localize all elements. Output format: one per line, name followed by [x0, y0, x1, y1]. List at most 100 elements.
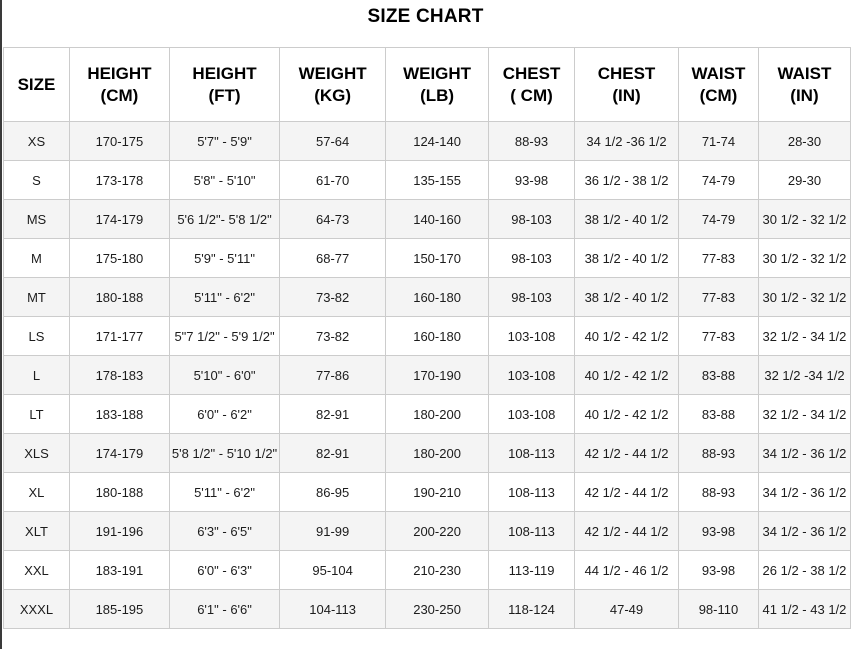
- cell-height-cm: 174-179: [68, 199, 170, 239]
- column-header-line: HEIGHT: [87, 64, 152, 84]
- cell-chest-cm: 103-108: [488, 316, 576, 356]
- cell-weight-lb: 150-170: [385, 238, 490, 278]
- table-row: XXL 183-191 6'0" - 6'3" 95-104 210-230 113-11…: [3, 550, 851, 590]
- cell-weight-kg: 61-70: [279, 160, 387, 200]
- cell-waist-in: 26 1/2 - 38 1/2: [757, 550, 851, 590]
- size-cell: M: [3, 238, 70, 278]
- cell-weight-kg: 95-104: [279, 550, 387, 590]
- cell-waist-in: 30 1/2 - 32 1/2: [757, 238, 851, 278]
- column-header-waist-cm: WAIST (CM): [677, 47, 759, 122]
- table-row: XXXL 185-195 6'1" - 6'6" 104-113 230-250 118-…: [3, 589, 851, 629]
- cell-weight-lb: 124-140: [385, 121, 490, 161]
- column-header-size: SIZE: [3, 47, 70, 122]
- cell-waist-cm: 77-83: [677, 316, 759, 356]
- header-row: SIZE HEIGHT (CM) HEIGHT (FT) WEIGHT (KG) WEIGHT…: [3, 47, 851, 122]
- cell-chest-in: 38 1/2 - 40 1/2: [574, 199, 679, 239]
- cell-height-cm: 180-188: [68, 472, 170, 512]
- cell-chest-in: 38 1/2 - 40 1/2: [574, 238, 679, 278]
- cell-waist-in: 32 1/2 - 34 1/2: [757, 394, 851, 434]
- cell-height-cm: 178-183: [68, 355, 170, 395]
- cell-weight-kg: 64-73: [279, 199, 387, 239]
- cell-chest-in: 42 1/2 - 44 1/2: [574, 472, 679, 512]
- column-header-line: SIZE: [17, 74, 56, 94]
- cell-weight-lb: 230-250: [385, 589, 490, 629]
- cell-waist-cm: 93-98: [677, 511, 759, 551]
- cell-height-cm: 191-196: [68, 511, 170, 551]
- cell-weight-lb: 180-200: [385, 394, 490, 434]
- cell-chest-in: 38 1/2 - 40 1/2: [574, 277, 679, 317]
- size-cell: XLS: [3, 433, 70, 473]
- column-header-line: CHEST: [502, 64, 561, 84]
- cell-height-ft: 6'1" - 6'6": [168, 589, 281, 629]
- cell-waist-in: 34 1/2 - 36 1/2: [757, 511, 851, 551]
- cell-height-ft: 6'3" - 6'5": [168, 511, 281, 551]
- cell-waist-in: 41 1/2 - 43 1/2: [757, 589, 851, 629]
- cell-weight-lb: 180-200: [385, 433, 490, 473]
- cell-chest-in: 44 1/2 - 46 1/2: [574, 550, 679, 590]
- cell-chest-cm: 103-108: [488, 355, 576, 395]
- cell-chest-in: 36 1/2 - 38 1/2: [574, 160, 679, 200]
- cell-chest-cm: 98-103: [488, 199, 576, 239]
- table-row: XLS 174-179 5'8 1/2" - 5'10 1/2" 82-91 180-2…: [3, 433, 851, 473]
- size-cell: XLT: [3, 511, 70, 551]
- cell-height-ft: 5'11" - 6'2": [168, 472, 281, 512]
- cell-waist-cm: 88-93: [677, 472, 759, 512]
- cell-height-ft: 5'11" - 6'2": [168, 277, 281, 317]
- cell-weight-kg: 82-91: [279, 433, 387, 473]
- size-cell: XS: [3, 121, 70, 161]
- cell-height-ft: 5'10" - 6'0": [168, 355, 281, 395]
- column-header-height-ft: HEIGHT (FT): [168, 47, 281, 122]
- cell-height-cm: 183-188: [68, 394, 170, 434]
- cell-chest-in: 40 1/2 - 42 1/2: [574, 316, 679, 356]
- cell-height-cm: 175-180: [68, 238, 170, 278]
- column-header-line: WAIST: [777, 64, 832, 84]
- cell-height-ft: 5'6 1/2"- 5'8 1/2": [168, 199, 281, 239]
- cell-weight-kg: 77-86: [279, 355, 387, 395]
- cell-height-cm: 183-191: [68, 550, 170, 590]
- cell-waist-cm: 74-79: [677, 199, 759, 239]
- cell-height-cm: 171-177: [68, 316, 170, 356]
- cell-weight-lb: 135-155: [385, 160, 490, 200]
- cell-weight-lb: 200-220: [385, 511, 490, 551]
- table-row: XL 180-188 5'11" - 6'2" 86-95 190-210 108-113…: [3, 472, 851, 512]
- cell-weight-kg: 104-113: [279, 589, 387, 629]
- cell-chest-cm: 108-113: [488, 472, 576, 512]
- column-header-line: (CM): [699, 85, 738, 105]
- cell-weight-lb: 190-210: [385, 472, 490, 512]
- cell-waist-cm: 77-83: [677, 238, 759, 278]
- cell-height-cm: 180-188: [68, 277, 170, 317]
- cell-waist-cm: 71-74: [677, 121, 759, 161]
- cell-chest-cm: 88-93: [488, 121, 576, 161]
- cell-chest-in: 42 1/2 - 44 1/2: [574, 511, 679, 551]
- cell-chest-cm: 108-113: [488, 433, 576, 473]
- size-cell: L: [3, 355, 70, 395]
- cell-height-ft: 5'8" - 5'10": [168, 160, 281, 200]
- cell-height-ft: 6'0" - 6'3": [168, 550, 281, 590]
- column-header-weight-lb: WEIGHT (LB): [385, 47, 490, 122]
- cell-chest-cm: 118-124: [488, 589, 576, 629]
- cell-chest-cm: 103-108: [488, 394, 576, 434]
- table-row: MT 180-188 5'11" - 6'2" 73-82 160-180 98-103 3…: [3, 277, 851, 317]
- size-cell: XXL: [3, 550, 70, 590]
- cell-chest-in: 34 1/2 -36 1/2: [574, 121, 679, 161]
- cell-waist-cm: 98-110: [677, 589, 759, 629]
- column-header-weight-kg: WEIGHT (KG): [279, 47, 387, 122]
- column-header-height-cm: HEIGHT (CM): [68, 47, 170, 122]
- cell-weight-lb: 140-160: [385, 199, 490, 239]
- cell-height-ft: 5'7" - 5'9": [168, 121, 281, 161]
- cell-height-ft: 5"7 1/2" - 5'9 1/2": [168, 316, 281, 356]
- cell-height-ft: 6'0" - 6'2": [168, 394, 281, 434]
- cell-weight-kg: 86-95: [279, 472, 387, 512]
- cell-height-cm: 170-175: [68, 121, 170, 161]
- cell-waist-in: 32 1/2 - 34 1/2: [757, 316, 851, 356]
- table-row: LS 171-177 5"7 1/2" - 5'9 1/2" 73-82 160-180…: [3, 316, 851, 356]
- size-cell: MS: [3, 199, 70, 239]
- cell-chest-cm: 98-103: [488, 238, 576, 278]
- cell-chest-cm: 108-113: [488, 511, 576, 551]
- column-header-chest-in: CHEST (IN): [574, 47, 679, 122]
- cell-height-ft: 5'9" - 5'11": [168, 238, 281, 278]
- cell-chest-cm: 98-103: [488, 277, 576, 317]
- size-chart-table: SIZE HEIGHT (CM) HEIGHT (FT) WEIGHT (KG) WEIGHT…: [3, 47, 851, 629]
- cell-waist-cm: 83-88: [677, 394, 759, 434]
- table-row: XS 170-175 5'7" - 5'9" 57-64 124-140 88-93 34 …: [3, 121, 851, 161]
